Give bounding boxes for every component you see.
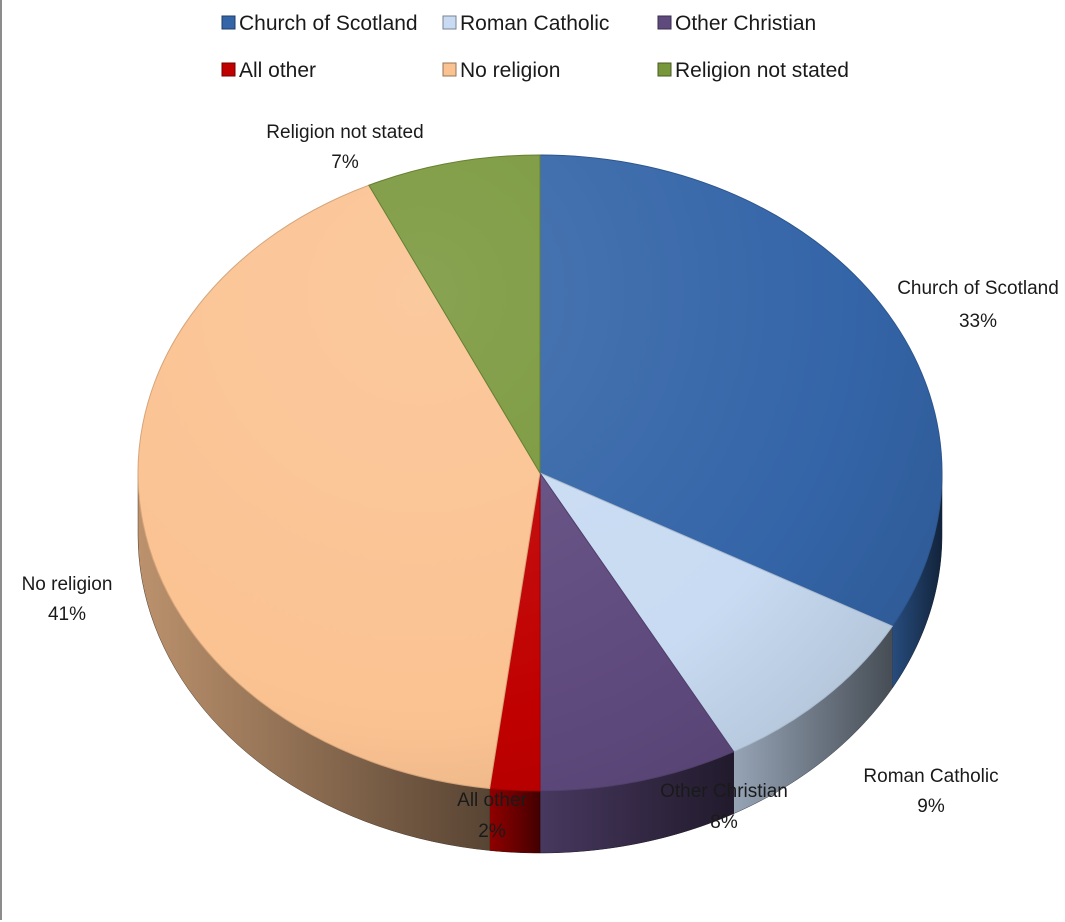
legend-swatch [442, 62, 457, 77]
slice-no-religion [137, 184, 541, 790]
data-label-category: No religion [22, 574, 113, 595]
legend-swatch [657, 62, 672, 77]
data-label-percent: 9% [917, 796, 945, 817]
legend-label: All other [239, 59, 316, 82]
data-label-roman-catholic: Roman Catholic 9% [863, 766, 998, 817]
data-label-religion-not-stated: Religion not stated 7% [266, 122, 423, 173]
legend-label: Religion not stated [675, 59, 849, 82]
data-label-category: All other [457, 790, 527, 811]
data-label-percent: 2% [478, 821, 506, 842]
data-label-category: Church of Scotland [897, 278, 1059, 299]
legend-label: Other Christian [675, 12, 816, 35]
slice-religion-not-stated [368, 154, 541, 475]
legend-label: Roman Catholic [460, 12, 609, 35]
legend-swatch [221, 15, 236, 30]
legend-swatch [221, 62, 236, 77]
data-label-church-of-scotland: Church of Scotland 33% [897, 278, 1059, 332]
data-label-other-christian: Other Christian 8% [660, 781, 788, 833]
legend-label: Church of Scotland [239, 12, 418, 35]
legend-item-church-of-scotland: Church of Scotland [221, 12, 418, 35]
data-label-percent: 7% [331, 152, 359, 173]
legend-item-religion-not-stated: Religion not stated [657, 59, 849, 82]
legend-item-all-other: All other [221, 59, 316, 82]
data-label-no-religion: No religion 41% [22, 574, 113, 625]
slice-other-christian [539, 471, 735, 792]
legend-swatch [442, 15, 457, 30]
data-label-category: Other Christian [660, 781, 788, 802]
data-label-all-other: All other 2% [457, 790, 527, 842]
legend-label: No religion [460, 59, 560, 82]
data-label-percent: 41% [48, 604, 86, 625]
legend-swatch [657, 15, 672, 30]
legend-item-roman-catholic: Roman Catholic [442, 12, 609, 35]
legend-item-no-religion: No religion [442, 59, 560, 82]
data-label-percent: 33% [959, 311, 997, 332]
data-label-percent: 8% [710, 812, 738, 833]
legend-item-other-christian: Other Christian [657, 12, 816, 35]
legend: Church of Scotland Roman Catholic Other Ch… [221, 12, 849, 82]
data-labels: Church of Scotland 33% Roman Catholic 9% Oth… [22, 122, 1059, 842]
slice-roman-catholic [538, 471, 894, 753]
slice-church-of-scotland [539, 154, 943, 627]
pie-top [137, 154, 943, 792]
data-label-category: Roman Catholic [863, 766, 998, 787]
data-label-category: Religion not stated [266, 122, 423, 143]
